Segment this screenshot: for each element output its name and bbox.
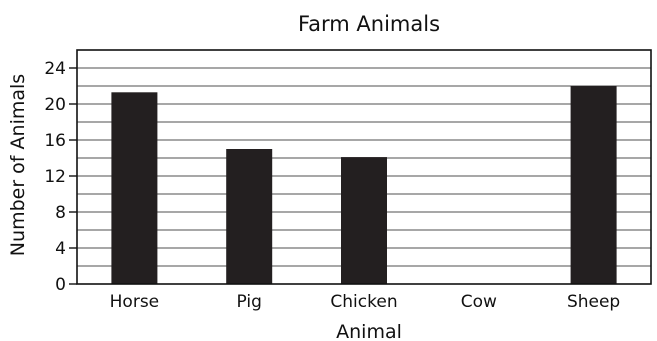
bar-chicken	[341, 157, 387, 284]
y-axis-ticks: 0 4 8 12 16 20 24	[44, 59, 77, 295]
x-tick-label: Horse	[110, 292, 160, 312]
x-tick-label: Chicken	[330, 292, 397, 312]
chart-title: Farm Animals	[298, 12, 440, 36]
y-tick-label: 16	[44, 131, 66, 151]
bar-pig	[226, 149, 273, 284]
x-axis-label: Animal	[336, 321, 402, 341]
x-tick-label: Sheep	[567, 292, 620, 312]
y-axis-label: Number of Animals	[7, 74, 29, 256]
x-tick-label: Cow	[461, 292, 497, 312]
y-tick-label: 12	[44, 167, 66, 187]
y-tick-label: 8	[55, 203, 66, 223]
x-tick-label: Pig	[236, 292, 261, 312]
bars	[111, 86, 617, 284]
y-tick-label: 20	[44, 95, 66, 115]
bar-horse	[111, 92, 158, 284]
x-axis-ticks: Horse Pig Chicken Cow Sheep	[110, 292, 621, 312]
y-tick-label: 4	[55, 239, 66, 259]
plot-area-frame	[76, 49, 652, 285]
y-tick-label: 24	[44, 59, 66, 79]
y-tick-label: 0	[55, 275, 66, 295]
bar-sheep	[570, 86, 617, 284]
